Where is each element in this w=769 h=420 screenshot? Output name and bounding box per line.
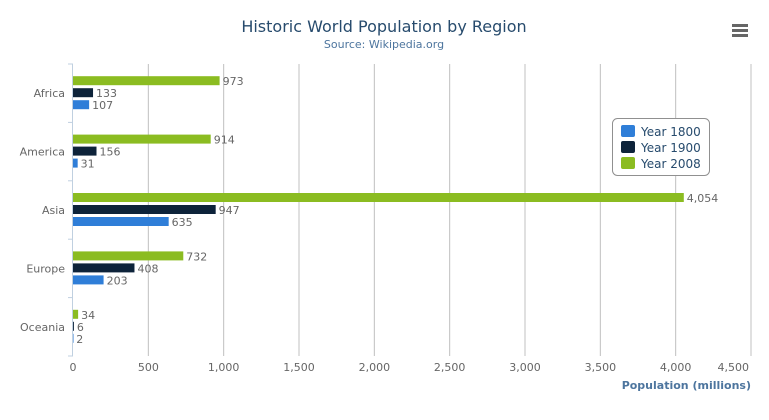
tick-label: 500 xyxy=(138,361,159,374)
tick-label: 1,500 xyxy=(283,361,315,374)
data-label: 635 xyxy=(172,216,193,229)
data-label: 133 xyxy=(96,87,117,100)
value-axis-title: Population (millions) xyxy=(622,379,751,392)
bar xyxy=(73,88,94,98)
legend: Year 1800 Year 1900 Year 2008 xyxy=(612,118,710,176)
bar xyxy=(73,158,78,168)
data-label: 31 xyxy=(81,158,95,171)
tick-label: 0 xyxy=(70,361,77,374)
bar xyxy=(73,193,684,202)
tick-label: 1,000 xyxy=(208,361,240,374)
tick-label: 2,000 xyxy=(359,361,391,374)
bar xyxy=(73,321,74,331)
category-label: Africa xyxy=(34,87,65,100)
bar xyxy=(73,134,211,144)
legend-box xyxy=(612,118,710,176)
tick-label: 3,500 xyxy=(585,361,617,374)
category-label: Asia xyxy=(42,204,65,217)
legend-swatch xyxy=(621,141,635,153)
data-label: 732 xyxy=(186,250,207,263)
legend-item[interactable]: Year 1800 xyxy=(621,125,701,139)
bar xyxy=(73,309,79,319)
data-label: 947 xyxy=(219,204,240,217)
legend-swatch xyxy=(621,125,635,137)
category-axis: Africa America Asia Europe Oceania xyxy=(20,63,73,357)
data-label: 973 xyxy=(223,75,244,88)
data-label: 156 xyxy=(100,146,121,159)
legend-label: Year 1800 xyxy=(640,125,701,139)
hamburger-menu-icon[interactable] xyxy=(730,20,750,38)
tick-label: 4,000 xyxy=(660,361,692,374)
legend-item[interactable]: Year 1900 xyxy=(621,141,701,155)
bar xyxy=(73,263,135,273)
bar xyxy=(73,205,216,214)
bar xyxy=(73,76,220,86)
tick-label: 4,500 xyxy=(718,361,750,374)
category-label: Europe xyxy=(26,262,65,275)
data-label: 4,054 xyxy=(687,192,719,205)
data-label: 914 xyxy=(214,134,235,147)
data-label: 107 xyxy=(92,99,113,112)
data-label: 203 xyxy=(107,274,128,287)
tick-label: 2,500 xyxy=(434,361,466,374)
category-label: Oceania xyxy=(20,321,65,334)
legend-swatch xyxy=(621,157,635,169)
chart-subtitle: Source: Wikipedia.org xyxy=(324,38,444,51)
bar xyxy=(73,146,97,156)
bar xyxy=(73,217,169,226)
data-label: 6 xyxy=(77,321,84,334)
bar xyxy=(73,100,90,110)
chart-title: Historic World Population by Region xyxy=(241,17,526,36)
value-axis-ticks: 0 500 1,000 1,500 2,000 2,500 3,000 3,500 4,000 4… xyxy=(70,361,750,374)
bar xyxy=(73,275,104,285)
bar xyxy=(73,333,74,343)
bar xyxy=(73,251,184,261)
data-label: 2 xyxy=(76,333,83,346)
legend-label: Year 1900 xyxy=(640,141,701,155)
legend-item[interactable]: Year 2008 xyxy=(621,157,701,171)
tick-label: 3,000 xyxy=(509,361,541,374)
category-label: America xyxy=(20,146,65,159)
data-label: 408 xyxy=(137,262,158,275)
legend-label: Year 2008 xyxy=(640,157,701,171)
data-label: 34 xyxy=(81,309,95,322)
